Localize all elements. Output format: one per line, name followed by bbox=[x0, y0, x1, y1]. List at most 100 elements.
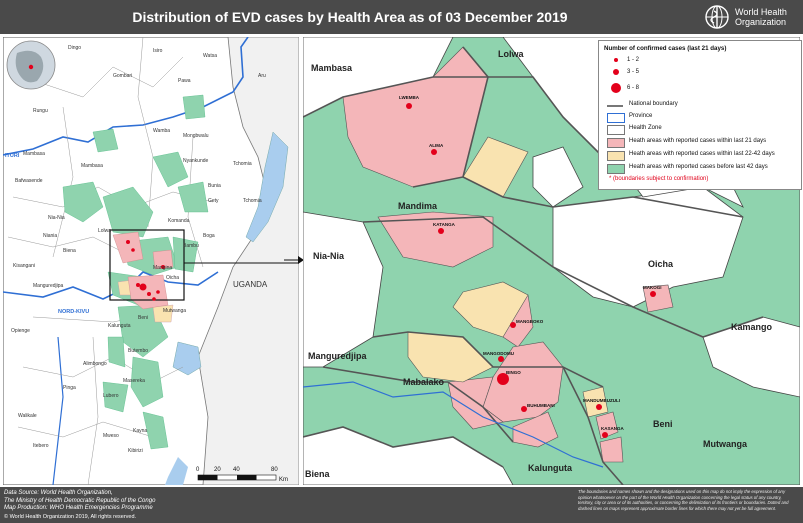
place-label: Kalunguta bbox=[108, 323, 131, 329]
region-label: Mandima bbox=[398, 201, 438, 211]
case-dot-bingo bbox=[497, 373, 509, 385]
case-dot-mangboko bbox=[510, 322, 516, 328]
place-label: Gety bbox=[208, 198, 219, 204]
case-dot-makogi bbox=[650, 291, 656, 297]
globe-locator-icon bbox=[6, 40, 56, 90]
region-label: Kalunguta bbox=[528, 463, 573, 473]
source-line: Map Production: WHO Health Emergencies P… bbox=[4, 505, 153, 511]
place-label: Mongbwalu bbox=[183, 133, 209, 139]
legend-size-dots bbox=[611, 58, 621, 93]
place-label: Masereka bbox=[123, 378, 145, 384]
map-legend: Number of confirmed cases (last 21 days)… bbox=[598, 40, 802, 190]
health-area-label: MANGODOMU bbox=[483, 351, 514, 356]
place-label: Kisangani bbox=[13, 263, 35, 269]
health-area-label: ALIMA bbox=[429, 143, 444, 148]
scale-bar: 0 20 40 80 Km bbox=[196, 467, 288, 483]
map-title: Distribution of EVD cases by Health Area… bbox=[132, 9, 568, 25]
copyright: © World Health Organization 2019, All ri… bbox=[4, 514, 137, 520]
legend-heading: Number of confirmed cases (last 21 days) bbox=[604, 45, 727, 52]
case-dot-buhumbani bbox=[521, 406, 527, 412]
place-label: Oicha bbox=[166, 275, 179, 281]
place-label: Pawa bbox=[178, 78, 191, 84]
case-dot-mandumbuzuli bbox=[596, 404, 602, 410]
inset-arrow-icon bbox=[284, 256, 304, 264]
health-area-label: MANDUMBUZULI bbox=[583, 398, 620, 403]
scale-tick: 80 bbox=[271, 467, 278, 473]
province-label-nord-kivu: NORD-KIVU bbox=[58, 309, 89, 315]
place-label: Komanda bbox=[168, 218, 190, 224]
place-label: Tchomia bbox=[243, 198, 262, 204]
scale-tick: 20 bbox=[214, 467, 221, 473]
case-dot-mangodomu bbox=[498, 356, 504, 362]
region-label: Beni bbox=[653, 419, 673, 429]
health-area-label: MAKOGI bbox=[643, 285, 662, 290]
legend-size-class: 1 - 2 bbox=[627, 57, 640, 63]
place-label: Mambasa bbox=[81, 163, 103, 169]
place-label: Rungu bbox=[33, 108, 48, 114]
place-label: Aru bbox=[258, 73, 266, 79]
place-label: Pinga bbox=[63, 385, 76, 391]
footer-bar: Data Source: World Health Organization, … bbox=[0, 487, 803, 523]
case-dot-kasanga bbox=[602, 432, 608, 438]
place-label: Manguredjipa bbox=[33, 283, 64, 289]
place-label: Bambu bbox=[183, 243, 199, 249]
source-line: The Ministry of Health Democratic Republ… bbox=[4, 497, 156, 504]
place-label: Butembo bbox=[128, 348, 148, 354]
place-label: Mangina bbox=[153, 265, 172, 271]
country-label-uganda: UGANDA bbox=[233, 280, 268, 289]
legend-note: * (boundaries subject to confirmation) bbox=[609, 176, 709, 182]
health-area-label: BINGO bbox=[506, 370, 521, 375]
scale-tick: 40 bbox=[233, 467, 240, 473]
place-label: Tchomia bbox=[233, 161, 252, 167]
region-label: Mambasa bbox=[311, 63, 353, 73]
place-label: Mutwanga bbox=[163, 308, 186, 314]
region-label: Mutwanga bbox=[703, 439, 748, 449]
source-line: Data Source: World Health Organization, bbox=[4, 490, 113, 496]
place-label: Gombari bbox=[113, 73, 132, 79]
health-area-label: LWEMBA bbox=[399, 95, 420, 100]
place-label: Beni bbox=[138, 315, 148, 321]
place-label: Kibirizi bbox=[128, 448, 143, 454]
place-label: Niania bbox=[43, 233, 57, 239]
source-credits: Data Source: World Health Organization, … bbox=[4, 490, 155, 513]
place-label: Alimbongo bbox=[83, 361, 107, 367]
place-label: Bafwasende bbox=[15, 178, 43, 184]
region-label: Nia-Nia bbox=[313, 251, 345, 261]
title-bar: Distribution of EVD cases by Health Area… bbox=[0, 0, 803, 34]
health-area-label: KATANGA bbox=[433, 222, 456, 227]
place-label: Watsa bbox=[203, 53, 217, 59]
place-label: Kayna bbox=[133, 428, 147, 434]
place-label: Isiro bbox=[153, 48, 163, 54]
place-label: Nyankunde bbox=[183, 158, 209, 164]
region-label: Biena bbox=[305, 469, 331, 479]
who-name-line2: Organization bbox=[735, 17, 787, 27]
health-area-label: KASANGA bbox=[601, 426, 625, 431]
health-area-label: MANGBOKO bbox=[516, 319, 544, 324]
case-dot-katanga bbox=[438, 228, 444, 234]
place-label: Wamba bbox=[153, 128, 170, 134]
legend-size-class: 3 - 5 bbox=[627, 69, 640, 75]
legend-size-class: 6 - 8 bbox=[627, 85, 640, 91]
region-label: Mabalako bbox=[403, 377, 445, 387]
region-label: Lolwa bbox=[498, 49, 524, 59]
place-label: Lubero bbox=[103, 393, 119, 399]
place-label: Boga bbox=[203, 233, 215, 239]
place-label: Biena bbox=[63, 248, 76, 254]
province-label-ituri: ITURI bbox=[5, 153, 20, 159]
scale-unit: Km bbox=[279, 477, 288, 483]
scale-tick: 0 bbox=[196, 467, 200, 473]
health-area-label: BUHUMBANI bbox=[527, 403, 555, 408]
case-dot-alima bbox=[431, 149, 437, 155]
place-label: Bunia bbox=[208, 183, 221, 189]
place-label: Itebero bbox=[33, 443, 49, 449]
place-label: Lolwa bbox=[98, 228, 111, 234]
place-label: Dingo bbox=[68, 45, 81, 51]
place-label: Mweso bbox=[103, 433, 119, 439]
who-emblem-icon bbox=[705, 5, 729, 29]
region-label: Manguredjipa bbox=[308, 351, 367, 361]
place-label: Walikale bbox=[18, 413, 37, 419]
place-label: Nia-Nia bbox=[48, 215, 65, 221]
region-label: Oicha bbox=[648, 259, 674, 269]
who-name-line1: World Health bbox=[735, 7, 787, 17]
